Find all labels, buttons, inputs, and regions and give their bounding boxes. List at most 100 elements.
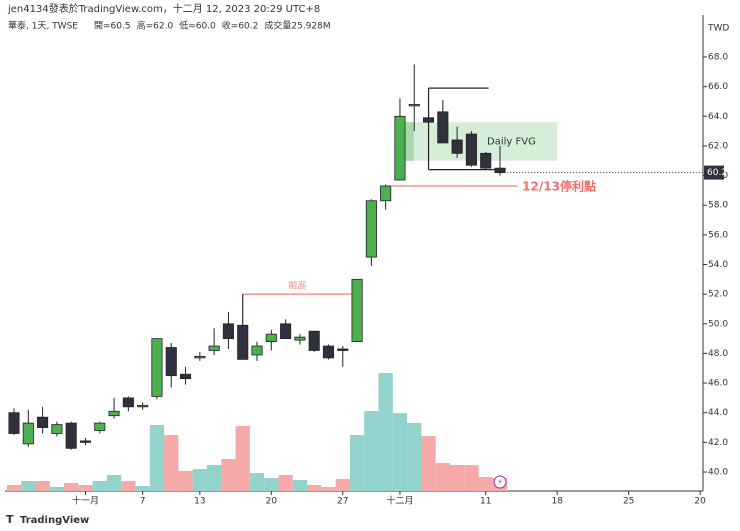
candle-body [137,404,149,408]
y-tick-label: 54.0 [708,260,728,270]
volume-bar [449,465,465,491]
volume-bar [206,465,222,491]
y-tick-label: 42.0 [708,438,728,448]
volume-bar [349,435,365,491]
y-tick-label: 66.0 [708,82,728,92]
volume-bar [6,485,22,491]
volume-bar [278,475,293,491]
candle-body [351,278,363,342]
volume-bar [64,483,79,491]
x-tick-label: 25 [623,497,634,507]
y-tick-label: 40.0 [708,468,728,478]
last-price-box [704,165,724,180]
volume-bar [421,436,436,491]
x-tick-label: 18 [551,497,563,507]
volume-bar [264,478,279,491]
volume-bar [364,411,379,491]
candle-body [380,185,392,202]
candle-body [451,139,463,154]
candle-body [194,356,206,359]
alert-icon-bolt: ⚡ [497,478,503,487]
candle-body [251,345,263,356]
volume-bar [178,471,193,491]
candle-body [337,348,349,351]
y-tick-label: 62.0 [708,141,728,151]
x-tick-label: 十二月 [386,495,413,507]
x-tick-label: 十一月 [72,495,99,507]
y-tick-label: 44.0 [708,408,728,418]
volume-bar [92,481,107,491]
brand: TradingView [20,515,89,526]
candle-body [65,422,77,449]
x-tick-label: 11 [480,497,491,507]
candle-body [222,323,234,340]
candle-body [151,338,163,397]
annotation-label: 12/13停利點 [522,178,596,193]
y-tick-label: 64.0 [708,112,728,122]
last-price-label: 60.2 [707,168,727,178]
candle-body [79,440,92,443]
candle-body [422,117,435,123]
volume-bar [221,459,236,491]
volume-bar [78,485,93,491]
volume-bar [378,373,393,491]
candle-body [179,373,192,380]
fvg-edge [405,122,414,161]
candle-body [51,424,63,434]
volume-bar [21,481,36,491]
volume-bar [392,413,408,491]
volume-bar [135,486,150,491]
y-tick-label: 52.0 [708,290,728,300]
svg-text:𝗧: 𝗧 [6,513,14,526]
y-tick-label: 68.0 [708,52,728,62]
volume-bar [407,423,422,491]
y-tick-label: 58.0 [708,201,728,211]
volume-bar [192,469,207,491]
candle-body [8,412,20,434]
ohlc-label: 開=60.5 [94,21,131,32]
candle-body [108,410,120,417]
attribution: jen4134發表於TradingView.com，十二月 12, 2023 2… [7,2,320,15]
y-tick-label: 56.0 [708,230,728,240]
volume-bar [321,487,336,491]
volume-bar [35,481,50,491]
symbol: 華泰, 1天, TWSE [8,20,78,32]
candle-body [308,330,320,351]
volume-bar [464,465,479,491]
volume-bar [335,479,350,491]
candle-body [394,115,406,181]
y-tick-label: 48.0 [708,349,728,359]
x-tick-label: 7 [140,497,146,507]
candle-body [237,324,249,360]
volume-bar [49,487,65,491]
volume-bar [235,426,250,491]
ohlc-label: 低=60.0 [179,20,216,32]
candle-body [480,152,492,169]
volume-bar [149,425,165,491]
alert-icon-circle [493,475,507,489]
volume-bar [292,480,308,491]
y-tick-label: 50.0 [708,319,728,329]
volume-bar [478,477,493,491]
candle-body [280,323,292,340]
x-tick-label: 20 [266,497,278,507]
candle-body [494,167,506,173]
x-tick-label: 20 [694,497,706,507]
volume-bar [307,485,322,491]
candle-body [265,333,277,342]
ohlc-label: 成交量25.928M [264,20,330,32]
annotation-label: 前高 [288,280,306,292]
candle-body [94,422,106,431]
candle-body [208,345,220,351]
ohlc-label: 高=62.0 [137,20,174,32]
volume-bar [106,475,122,491]
candle-body [322,345,335,359]
ohlc-label: 收=60.2 [222,20,259,32]
volume-bar [121,481,136,491]
candle-body [37,416,49,428]
currency: TWD [707,24,729,34]
brand-logo: 𝗧 TradingView [6,513,89,526]
candle-body [122,397,134,408]
candle-body [165,347,177,377]
